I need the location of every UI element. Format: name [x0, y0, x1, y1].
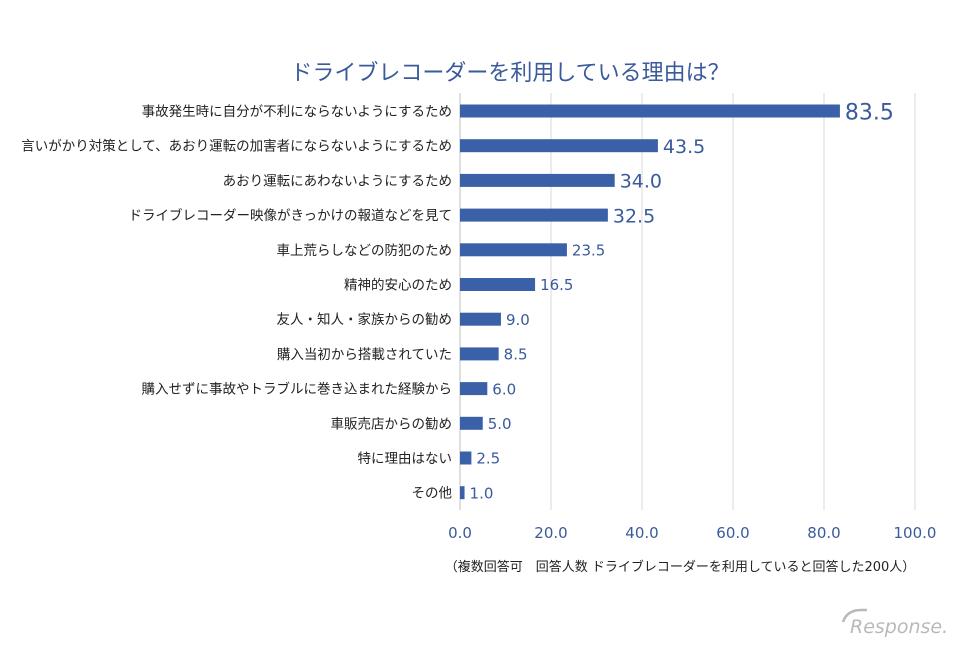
bar — [460, 173, 615, 187]
bar — [460, 382, 488, 396]
category-label: 購入せずに事故やトラブルに巻き込まれた経験から — [142, 381, 453, 398]
bars — [460, 104, 840, 500]
data-label: 2.5 — [476, 450, 500, 468]
category-label: 購入当初から搭載されていた — [277, 346, 452, 363]
x-tick-labels: 0.0 20.0 40.0 60.0 80.0 100.0 — [448, 524, 936, 542]
bar — [460, 347, 499, 361]
data-label: 1.0 — [470, 484, 494, 502]
chart-title: ドライブレコーダーを利用している理由は？ — [290, 61, 729, 86]
logo-swoosh-icon — [841, 608, 867, 623]
x-tick-label: 60.0 — [716, 524, 749, 542]
data-label: 9.0 — [506, 311, 530, 329]
data-label: 8.5 — [504, 346, 528, 364]
watermark-text: Response. — [850, 616, 948, 638]
x-tick-label: 0.0 — [448, 524, 472, 542]
data-label: 43.5 — [663, 136, 705, 158]
category-label: 事故発生時に自分が不利にならないようにするため — [142, 104, 452, 120]
bar — [460, 451, 472, 465]
data-label: 83.5 — [845, 100, 894, 125]
category-labels: 事故発生時に自分が不利にならないようにするため言いがかり対策として、あおり運転の… — [21, 104, 452, 502]
x-tick-label: 100.0 — [894, 524, 937, 542]
data-label: 23.5 — [572, 242, 605, 260]
x-tick-label: 80.0 — [807, 524, 840, 542]
category-label: ドライブレコーダー映像がきっかけの報道などを見て — [129, 207, 452, 224]
bar — [460, 243, 567, 257]
bar — [460, 486, 465, 500]
category-label: その他 — [412, 486, 453, 502]
watermark-logo: Response. — [841, 608, 948, 638]
category-label: 友人・知人・家族からの勧め — [277, 311, 453, 328]
bar — [460, 312, 501, 326]
category-label: 精神的安心のため — [344, 278, 452, 294]
bar — [460, 208, 608, 222]
category-label: あおり運転にあわないようにするため — [223, 173, 452, 189]
x-tick-label: 40.0 — [625, 524, 658, 542]
value-labels: 83.5 43.534.0 32.5 23.5 16.5 9.0 8.5 6.0 5.0 2.5 1… — [470, 100, 894, 502]
data-label: 5.0 — [488, 415, 512, 433]
bar — [460, 139, 658, 153]
category-label: 車販売店からの勧め — [331, 415, 453, 432]
category-label: 特に理由はない — [358, 451, 453, 467]
category-label: 言いがかり対策として、あおり運転の加害者にならないようにするため — [21, 138, 452, 155]
data-label: 34.0 — [620, 171, 662, 193]
bar — [460, 416, 483, 430]
bar — [460, 104, 840, 118]
data-label: 6.0 — [492, 380, 516, 398]
x-tick-label: 20.0 — [534, 524, 567, 542]
data-label: 32.5 — [613, 205, 655, 227]
bar — [460, 278, 536, 291]
respondent-note: （複数回答可 回答人数 ドライブレコーダーを利用していると回答した200人） — [445, 559, 916, 575]
category-label: 車上荒らしなどの防犯のため — [277, 243, 453, 259]
gridlines — [459, 93, 916, 510]
data-label: 16.5 — [540, 276, 573, 294]
